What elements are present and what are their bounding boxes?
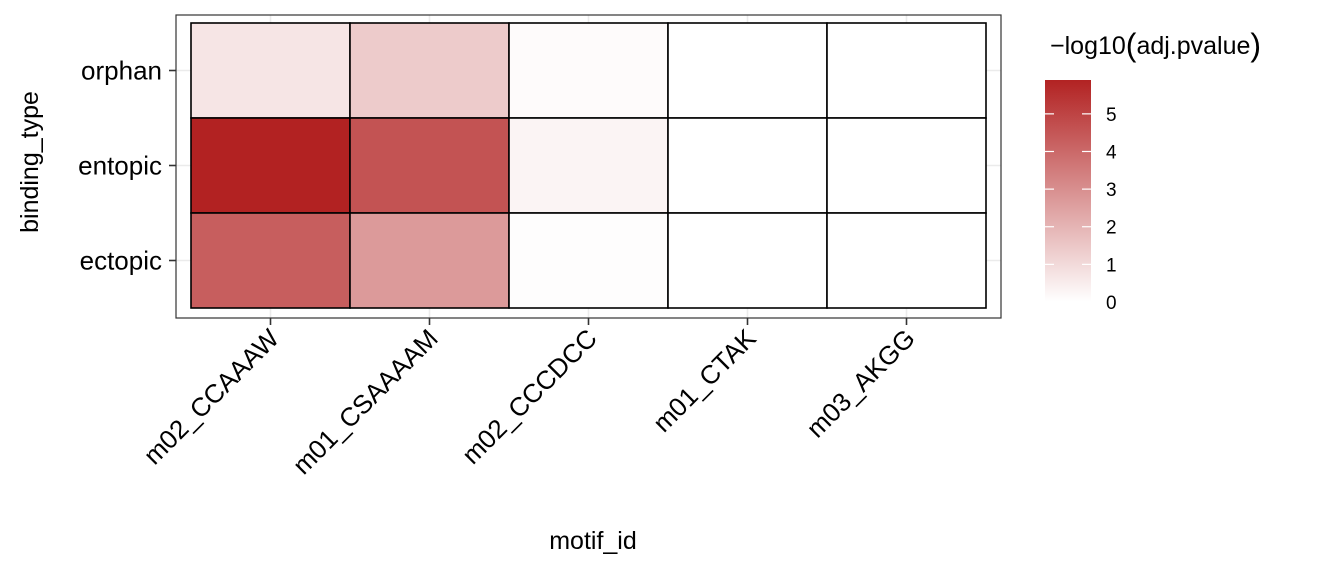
- legend-title: −log10(adj.pvalue): [1050, 27, 1261, 63]
- legend-tick-label-3: 3: [1106, 180, 1117, 201]
- y-axis-title: binding_type: [16, 91, 44, 233]
- legend-tick-label-4: 4: [1106, 142, 1117, 163]
- legend-ticks: 0 1 2 3 4 5: [1045, 105, 1117, 314]
- x-axis-title: motif_id: [549, 527, 637, 555]
- legend-tick-label-2: 2: [1106, 218, 1117, 239]
- legend-title-open-paren: (: [1126, 27, 1137, 63]
- heatmap-cell-ectopic-m01_CTAK: [667, 212, 828, 309]
- heatmap-cell-orphan-m01_CTAK: [667, 22, 828, 119]
- y-tick-label-ectopic: ectopic: [80, 246, 162, 276]
- heatmap-cell-orphan-m01_CSAAAAM: [349, 22, 510, 119]
- x-tick-label-m02_CCCDCC: m02_CCCDCC: [456, 323, 603, 470]
- legend-title-arg: adj.pvalue: [1136, 32, 1250, 60]
- heatmap-cell-ectopic-m03_AKGG: [826, 212, 987, 309]
- heatmap-cell-entopic-m02_CCCDCC: [508, 117, 669, 214]
- heatmap-cell-orphan-m02_CCCDCC: [508, 22, 669, 119]
- x-tick-label-m02_CCAAAW: m02_CCAAAW: [138, 323, 286, 471]
- x-tick-label-m01_CTAK: m01_CTAK: [647, 323, 762, 438]
- y-tick-label-orphan: orphan: [81, 56, 162, 86]
- legend-title-func: log10: [1065, 32, 1126, 60]
- heatmap-cell-ectopic-m01_CSAAAAM: [349, 212, 510, 309]
- legend-title-prefix: −: [1050, 32, 1065, 60]
- heatmap-cell-entopic-m03_AKGG: [826, 117, 987, 214]
- legend-title-close-paren: ): [1250, 27, 1261, 63]
- heatmap-cell-ectopic-m02_CCAAAW: [190, 212, 351, 309]
- x-axis: m02_CCAAAW m01_CSAAAAM m02_CCCDCC m01_CTAK m…: [138, 318, 921, 480]
- heatmap-tiles: [190, 22, 987, 309]
- legend-colorbar: [1045, 80, 1091, 302]
- legend-tick-label-1: 1: [1106, 255, 1117, 276]
- y-tick-label-entopic: entopic: [78, 151, 162, 181]
- heatmap-cell-entopic-m02_CCAAAW: [190, 117, 351, 214]
- heatmap-cell-ectopic-m02_CCCDCC: [508, 212, 669, 309]
- x-tick-label-m01_CSAAAAM: m01_CSAAAAM: [287, 323, 444, 480]
- heatmap-cell-entopic-m01_CSAAAAM: [349, 117, 510, 214]
- legend-tick-label-5: 5: [1106, 105, 1117, 126]
- color-legend: −log10(adj.pvalue) 0 1 2 3 4 5: [1045, 27, 1261, 314]
- legend-tick-label-0: 0: [1106, 293, 1117, 314]
- heatmap-cell-orphan-m03_AKGG: [826, 22, 987, 119]
- x-tick-label-m03_AKGG: m03_AKGG: [800, 323, 920, 443]
- heatmap-cell-orphan-m02_CCAAAW: [190, 22, 351, 119]
- y-axis: orphan entopic ectopic: [78, 56, 176, 276]
- heatmap-cell-entopic-m01_CTAK: [667, 117, 828, 214]
